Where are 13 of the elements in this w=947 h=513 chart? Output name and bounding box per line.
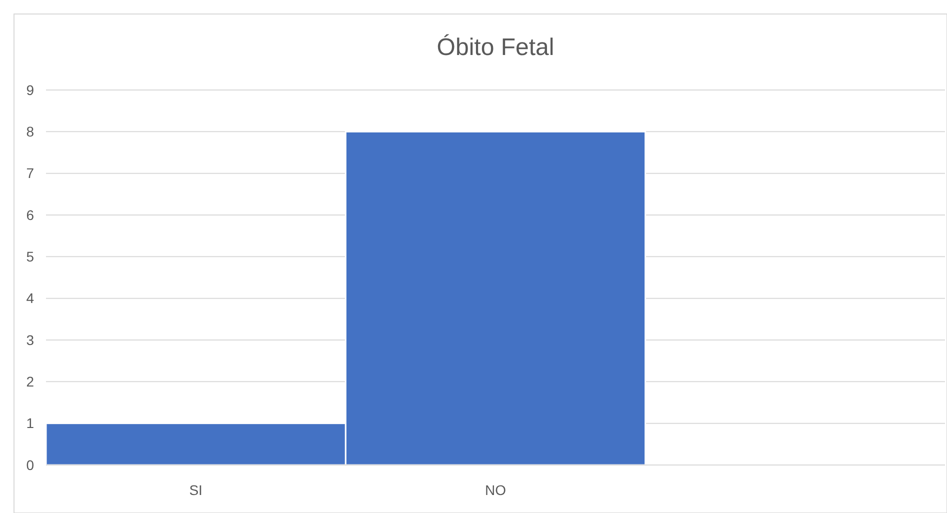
y-tick-label: 3 <box>26 332 34 348</box>
y-tick-label: 9 <box>26 82 34 98</box>
y-tick-label: 2 <box>26 374 34 390</box>
y-tick-label: 7 <box>26 165 34 182</box>
y-tick-label: 4 <box>26 290 34 306</box>
y-tick-label: 0 <box>26 456 34 473</box>
chart-title: Óbito Fetal <box>436 34 554 61</box>
y-tick-label: 6 <box>26 206 34 223</box>
x-tick-label: SI <box>189 482 202 498</box>
y-tick-label: 1 <box>26 415 34 432</box>
y-tick-label: 5 <box>26 248 34 265</box>
x-tick-label: NO <box>485 482 506 498</box>
y-tick-label: 8 <box>26 124 34 140</box>
